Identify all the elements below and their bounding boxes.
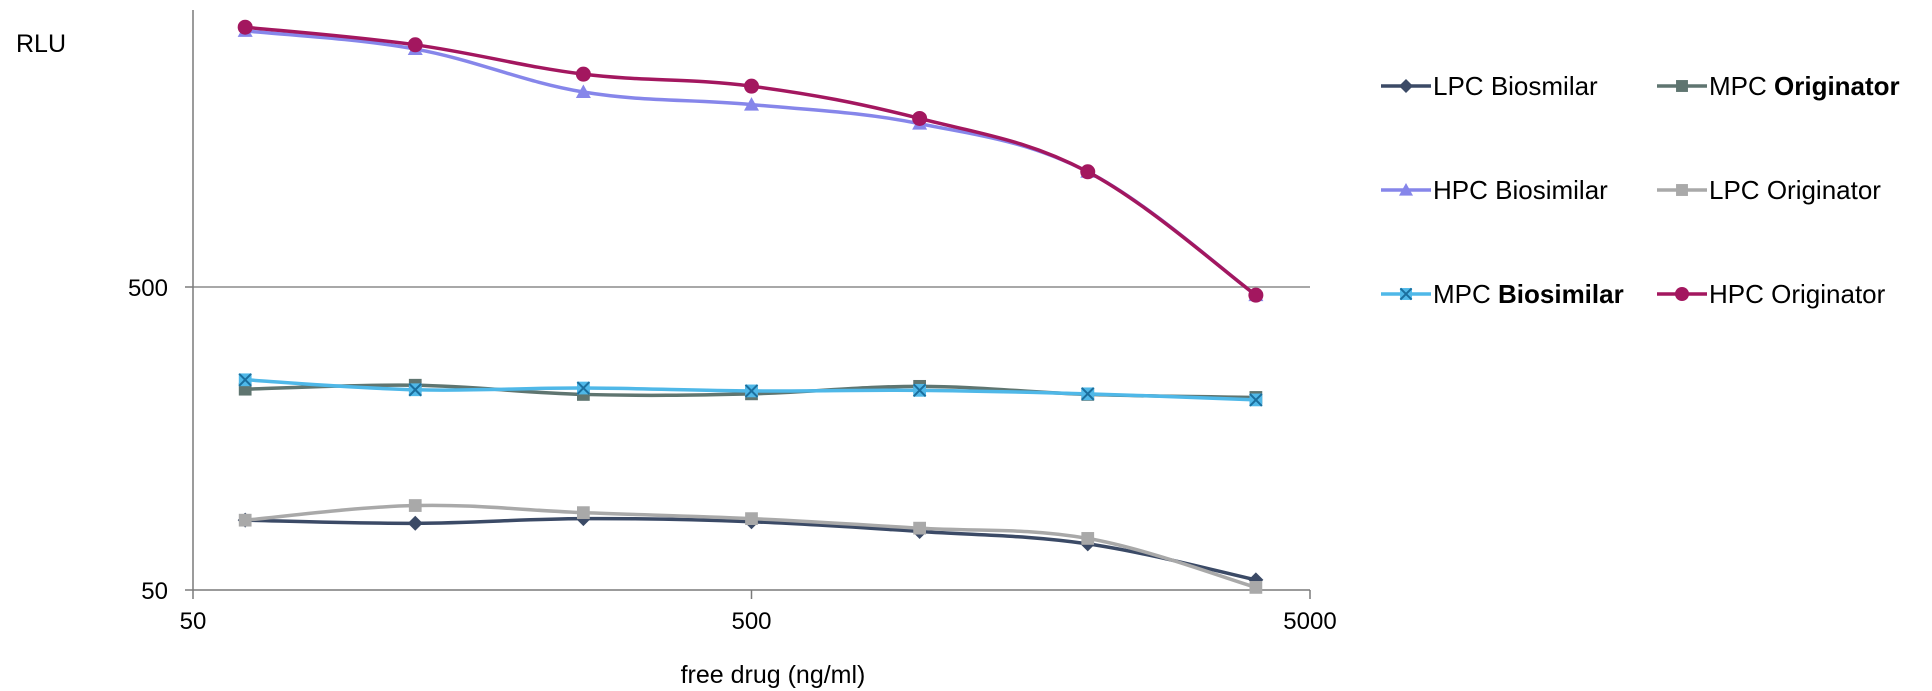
legend-item-1: MPC Originator bbox=[1657, 71, 1900, 101]
legend-label-part: Biosimilar bbox=[1498, 279, 1624, 309]
legend-label-part: LPC bbox=[1433, 71, 1491, 101]
legend-label: LPC Biosmilar bbox=[1433, 71, 1598, 101]
y-tick-label: 50 bbox=[141, 578, 168, 605]
legend-label-part: HPC bbox=[1433, 175, 1495, 205]
marker-cross bbox=[1399, 287, 1413, 301]
series-line bbox=[244, 29, 1257, 297]
marker-cross bbox=[912, 383, 927, 398]
legend-label: LPC Originator bbox=[1709, 175, 1881, 205]
legend-marker bbox=[1399, 79, 1413, 93]
data-point bbox=[744, 384, 759, 398]
data-point bbox=[576, 381, 591, 395]
data-point bbox=[407, 37, 423, 53]
legend-label-part: Originator bbox=[1771, 279, 1885, 309]
data-point bbox=[575, 66, 591, 82]
axes: RLU free drug (ng/ml) 50 500 50 500 5000 bbox=[16, 10, 1337, 689]
data-point bbox=[407, 515, 423, 531]
marker-cross bbox=[576, 381, 591, 395]
legend-label-part: Originator bbox=[1774, 71, 1900, 101]
legend-label-part: Originator bbox=[1767, 175, 1881, 205]
legend-marker bbox=[1676, 184, 1688, 196]
legend-label-part: LPC bbox=[1709, 175, 1767, 205]
y-axis-title: RLU bbox=[16, 30, 66, 58]
data-point bbox=[1249, 581, 1263, 594]
legend-item-4: MPC Biosimilar bbox=[1381, 279, 1624, 309]
legend-item-3: LPC Originator bbox=[1657, 175, 1881, 205]
legend-label-part: MPC bbox=[1709, 71, 1774, 101]
x-tick-label: 5000 bbox=[1283, 608, 1336, 635]
x-tick-label: 500 bbox=[731, 608, 771, 635]
marker-cross bbox=[238, 373, 252, 387]
x-tick-label: 50 bbox=[180, 608, 207, 635]
data-point bbox=[576, 506, 590, 520]
marker-cross bbox=[744, 384, 759, 398]
data-point bbox=[745, 512, 758, 526]
data-point bbox=[1249, 393, 1263, 407]
series-3 bbox=[238, 499, 1263, 594]
series-layer bbox=[237, 19, 1264, 594]
data-point bbox=[913, 521, 927, 535]
data-point bbox=[408, 499, 422, 512]
data-point bbox=[237, 19, 253, 35]
legend-label: MPC Originator bbox=[1709, 71, 1900, 101]
data-point bbox=[238, 513, 252, 527]
data-point bbox=[1081, 387, 1095, 401]
data-point bbox=[744, 97, 759, 111]
x-axis-title: free drug (ng/ml) bbox=[681, 661, 866, 689]
series-4 bbox=[238, 373, 1263, 407]
data-point bbox=[1248, 287, 1264, 303]
data-point bbox=[238, 373, 252, 387]
data-point bbox=[408, 383, 422, 397]
data-point bbox=[1080, 164, 1096, 180]
legend-label: HPC Originator bbox=[1709, 279, 1886, 309]
legend-item-2: HPC Biosimilar bbox=[1381, 175, 1608, 205]
series-line bbox=[244, 25, 1257, 297]
data-point bbox=[575, 84, 591, 99]
marker-cross bbox=[1249, 393, 1263, 407]
marker-cross bbox=[1081, 387, 1095, 401]
legend-marker bbox=[1399, 287, 1413, 301]
data-point bbox=[912, 110, 928, 126]
legend-marker bbox=[1676, 80, 1688, 92]
legend-label-part: Biosmilar bbox=[1491, 71, 1598, 101]
data-point bbox=[1081, 532, 1095, 545]
legend-marker bbox=[1675, 287, 1689, 301]
legend-label: MPC Biosimilar bbox=[1433, 279, 1624, 309]
legend-label-part: HPC bbox=[1709, 279, 1771, 309]
series-5 bbox=[237, 19, 1264, 303]
data-point bbox=[912, 383, 927, 398]
legend-label: HPC Biosimilar bbox=[1433, 175, 1608, 205]
legend-item-0: LPC Biosmilar bbox=[1381, 71, 1598, 101]
legend-item-5: HPC Originator bbox=[1657, 279, 1886, 309]
y-tick-label: 500 bbox=[128, 275, 168, 302]
legend-marker bbox=[1399, 183, 1413, 196]
legend-label-part: Biosimilar bbox=[1495, 175, 1608, 205]
series-2 bbox=[237, 23, 1264, 302]
legend-label-part: MPC bbox=[1433, 279, 1498, 309]
marker-cross bbox=[408, 383, 422, 397]
data-point bbox=[744, 78, 759, 94]
